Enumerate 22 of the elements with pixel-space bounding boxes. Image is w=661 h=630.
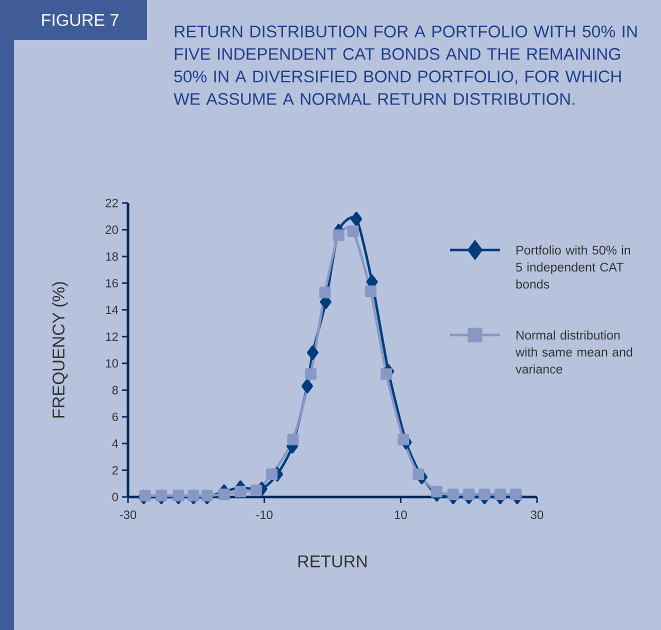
caption: FIGURE 7 — [42, 14, 118, 26]
x-tick-label: -30 — [120, 510, 136, 520]
y-tick-label: 10 — [106, 359, 118, 368]
legend-label: Portfolio with 50% in 5 independent CAT bonds — [516, 245, 630, 289]
y-tick-label: 4 — [112, 439, 118, 448]
y-axis-title: FREQUENCY (%) — [52, 282, 68, 418]
x-tick-label: -10 — [256, 510, 273, 520]
y-tick-label: 8 — [112, 386, 118, 394]
y-tick-label: 16 — [106, 278, 118, 288]
y-tick-label: 2 — [112, 466, 118, 474]
y-tick-label: 0 — [112, 492, 118, 502]
x-axis-title: RETURN — [298, 556, 367, 568]
y-tick-label: 20 — [106, 225, 118, 234]
legend-label: Normal distribution with same mean and variance — [516, 330, 632, 374]
chart-title: RETURN DISTRIBUTION FOR A PORTFOLIO WITH 50% IN FIVE INDEPENDENT CAT BONDS AND THE REMAINING 50% IN A DIVERSIFIED BOND PORTFOLIO, FOR WHICH WE ASSUME A NORMAL RETURN DISTRIBUTION. — [174, 26, 637, 105]
y-tick-label: 22 — [106, 198, 118, 208]
x-tick-label: 30 — [530, 510, 544, 520]
y-tick-label: 18 — [106, 252, 118, 261]
y-tick-label: 14 — [106, 306, 118, 314]
x-tick-label: 10 — [394, 510, 407, 520]
y-tick-label: 6 — [112, 412, 118, 422]
y-tick-label: 12 — [106, 332, 118, 341]
